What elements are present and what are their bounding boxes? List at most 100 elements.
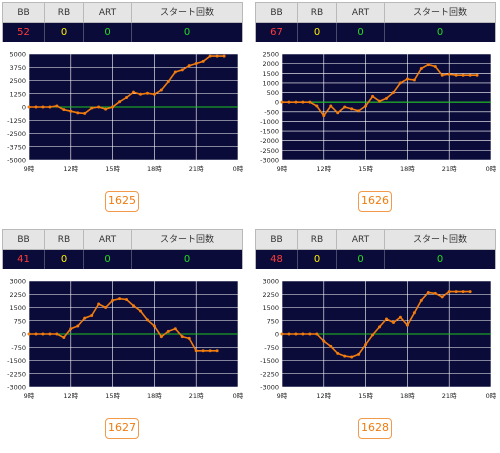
data-point xyxy=(336,111,340,115)
data-point xyxy=(215,54,219,58)
machine-number-button[interactable]: 1626 xyxy=(358,191,392,212)
x-tick-label: 18時 xyxy=(400,165,415,173)
data-point xyxy=(48,332,52,336)
data-point xyxy=(371,94,375,98)
data-point xyxy=(97,105,101,109)
data-point xyxy=(132,90,135,94)
data-point xyxy=(90,313,94,317)
y-tick-label: 2000 xyxy=(262,60,279,68)
y-tick-label: -1500 xyxy=(7,357,26,365)
stats-value-row: 48 0 0 0 xyxy=(256,250,495,269)
data-point xyxy=(201,349,205,353)
y-tick-label: -3000 xyxy=(7,384,26,392)
data-point xyxy=(132,304,135,308)
data-point xyxy=(208,349,212,353)
data-point xyxy=(378,99,382,103)
y-tick-label: -2500 xyxy=(260,147,279,155)
start-count-header: スタート回数 xyxy=(159,8,214,18)
data-point xyxy=(378,325,382,329)
data-point xyxy=(152,92,156,96)
data-point xyxy=(364,343,368,347)
data-point xyxy=(447,72,451,76)
difference-line xyxy=(282,290,471,358)
data-point xyxy=(357,352,361,356)
machine-number-button[interactable]: 1625 xyxy=(105,191,139,212)
data-point xyxy=(76,111,80,115)
start-count-value: 0 xyxy=(436,27,444,38)
data-point xyxy=(83,316,87,320)
y-tick-label: -5000 xyxy=(7,157,26,165)
data-point xyxy=(426,63,430,67)
data-point xyxy=(412,311,416,315)
y-tick-label: 1500 xyxy=(262,304,279,312)
data-point xyxy=(173,70,177,74)
data-point xyxy=(440,73,444,77)
data-point xyxy=(336,351,340,355)
data-point xyxy=(398,81,402,85)
machine-number-button[interactable]: 1628 xyxy=(358,418,392,439)
art-header: ART xyxy=(84,230,132,249)
data-point xyxy=(125,298,129,302)
data-point xyxy=(419,298,423,302)
machine-number-button[interactable]: 1627 xyxy=(105,418,139,439)
x-tick-label: 12時 xyxy=(316,392,331,400)
x-tick-label: 9時 xyxy=(24,165,35,173)
data-point xyxy=(118,100,122,104)
art-header: ART xyxy=(337,230,385,249)
stats-header-row: BB RB ART スタート回数 xyxy=(256,230,495,250)
art-value: 0 xyxy=(337,250,385,269)
data-point xyxy=(315,332,319,336)
rb-header: RB xyxy=(45,3,84,22)
y-tick-label: 0 xyxy=(275,331,279,339)
difference-line xyxy=(29,297,218,352)
data-point xyxy=(104,107,108,111)
x-tick-label: 15時 xyxy=(105,392,120,400)
machine-panel-4: BB RB ART スタート回数 48 0 0 0 3000 2250 1500 75… xyxy=(253,227,496,448)
art-value: 0 xyxy=(337,23,385,42)
data-point xyxy=(201,59,205,63)
data-point xyxy=(76,324,80,328)
stats-table: BB RB ART スタート回数 41 0 0 0 xyxy=(2,229,243,269)
rb-header: RB xyxy=(298,230,337,249)
data-point xyxy=(69,109,73,113)
y-tick-label: 750 xyxy=(267,317,279,325)
data-point xyxy=(343,105,347,109)
data-point xyxy=(329,104,333,108)
y-tick-label: -2250 xyxy=(7,370,26,378)
start-count-header: スタート回数 xyxy=(412,8,467,18)
data-point xyxy=(280,332,284,336)
x-tick-label: 9時 xyxy=(277,392,288,400)
rb-value: 0 xyxy=(298,23,337,42)
start-count-value: 0 xyxy=(436,254,444,265)
data-point xyxy=(180,335,184,339)
bb-value: 67 xyxy=(256,23,298,42)
y-tick-label: -1000 xyxy=(260,118,279,126)
rb-header: RB xyxy=(45,230,84,249)
data-point xyxy=(41,105,45,109)
stats-table: BB RB ART スタート回数 52 0 0 0 xyxy=(2,2,243,42)
data-point xyxy=(371,333,375,337)
x-tick-label: 21時 xyxy=(189,165,204,173)
bb-value: 48 xyxy=(256,250,298,269)
data-point xyxy=(391,91,395,95)
art-header: ART xyxy=(337,3,385,22)
data-point xyxy=(180,68,184,72)
data-point xyxy=(194,349,198,353)
start-count-value: 0 xyxy=(183,27,191,38)
art-value: 0 xyxy=(84,250,132,269)
data-point xyxy=(173,327,177,331)
x-tick-label: 12時 xyxy=(63,165,78,173)
data-point xyxy=(104,306,108,309)
stats-value-row: 41 0 0 0 xyxy=(3,250,242,269)
data-point xyxy=(301,100,305,104)
y-tick-label: 2500 xyxy=(262,51,279,59)
y-tick-label: 0 xyxy=(22,104,26,112)
y-tick-label: -2500 xyxy=(7,130,26,138)
data-point xyxy=(55,332,59,336)
x-tick-label: 15時 xyxy=(358,392,373,400)
data-point xyxy=(294,100,298,104)
stats-table: BB RB ART スタート回数 48 0 0 0 xyxy=(255,229,496,269)
data-point xyxy=(166,329,170,333)
data-point xyxy=(350,355,354,359)
